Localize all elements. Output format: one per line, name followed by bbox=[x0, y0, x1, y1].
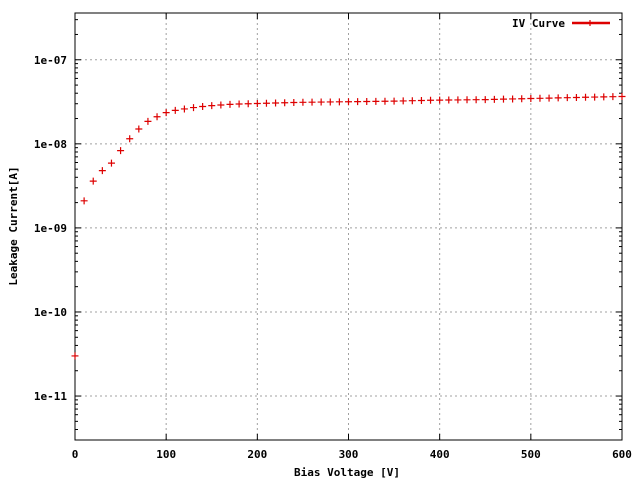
data-point bbox=[71, 352, 79, 360]
data-point bbox=[490, 95, 498, 103]
data-point bbox=[335, 98, 343, 106]
data-point bbox=[399, 97, 407, 105]
x-tick-label: 0 bbox=[72, 448, 79, 461]
data-point bbox=[117, 147, 125, 155]
y-tick-label: 1e-08 bbox=[34, 138, 67, 151]
data-point bbox=[299, 98, 307, 106]
legend-marker-sample bbox=[587, 20, 593, 26]
data-point bbox=[372, 97, 380, 105]
data-point bbox=[107, 159, 115, 167]
tick-labels: 0 100 200 300 400 500 600 1e-11 1e-10 1e-09 1e-08 1… bbox=[34, 54, 632, 461]
data-point bbox=[235, 100, 243, 108]
x-tick-label: 400 bbox=[430, 448, 450, 461]
data-point bbox=[609, 93, 617, 101]
data-point bbox=[262, 99, 270, 107]
data-point bbox=[572, 93, 580, 101]
data-point bbox=[153, 113, 161, 121]
grid bbox=[75, 13, 622, 440]
data-point bbox=[162, 109, 170, 117]
data-point bbox=[554, 94, 562, 102]
data-point bbox=[272, 99, 280, 107]
data-point bbox=[290, 99, 298, 107]
y-tick-label: 1e-07 bbox=[34, 54, 67, 67]
data-point bbox=[135, 125, 143, 133]
x-axis-label: Bias Voltage [V] bbox=[294, 466, 400, 479]
x-tick-label: 500 bbox=[521, 448, 541, 461]
y-tick-label: 1e-10 bbox=[34, 306, 67, 319]
data-point bbox=[171, 106, 179, 114]
y-axis-label: Leakage Current[A] bbox=[7, 166, 20, 285]
data-point bbox=[89, 177, 97, 185]
data-point bbox=[308, 98, 316, 106]
y-tick-label: 1e-09 bbox=[34, 222, 67, 235]
data-point bbox=[472, 96, 480, 104]
axes bbox=[74, 12, 623, 441]
data-point bbox=[180, 105, 188, 113]
data-point bbox=[253, 99, 261, 107]
data-point bbox=[481, 96, 489, 104]
plot-frame bbox=[74, 12, 623, 441]
data-point bbox=[582, 93, 590, 101]
data-point bbox=[417, 96, 425, 104]
data-point bbox=[527, 95, 535, 103]
x-tick-label: 600 bbox=[612, 448, 632, 461]
data-point bbox=[281, 99, 289, 107]
data-point bbox=[199, 103, 207, 111]
data-point bbox=[126, 135, 134, 143]
data-point bbox=[244, 100, 252, 108]
data-point bbox=[591, 93, 599, 101]
data-point bbox=[144, 117, 152, 125]
data-point bbox=[190, 104, 198, 112]
data-point bbox=[563, 94, 571, 102]
data-point bbox=[545, 94, 553, 102]
data-point bbox=[80, 197, 88, 205]
data-point bbox=[354, 98, 362, 106]
x-tick-label: 300 bbox=[339, 448, 359, 461]
data-point bbox=[454, 96, 462, 104]
data-point bbox=[217, 101, 225, 109]
data-point bbox=[618, 92, 626, 100]
data-point bbox=[600, 93, 608, 101]
data-point bbox=[436, 96, 444, 104]
x-tick-label: 200 bbox=[247, 448, 267, 461]
data-point bbox=[381, 97, 389, 105]
legend-label: IV Curve bbox=[512, 17, 565, 30]
data-point bbox=[499, 95, 507, 103]
data-point bbox=[326, 98, 334, 106]
legend: IV Curve bbox=[512, 17, 610, 30]
data-point bbox=[317, 98, 325, 106]
data-point bbox=[226, 100, 234, 108]
data-point bbox=[98, 167, 106, 175]
data-point bbox=[208, 102, 216, 110]
data-point bbox=[445, 96, 453, 104]
data-point bbox=[390, 97, 398, 105]
data-point bbox=[408, 97, 416, 105]
data-point bbox=[509, 95, 517, 103]
data-point bbox=[427, 96, 435, 104]
data-point bbox=[518, 95, 526, 103]
data-point bbox=[536, 94, 544, 102]
data-point bbox=[363, 97, 371, 105]
data-point bbox=[463, 96, 471, 104]
data-point bbox=[345, 98, 352, 106]
y-tick-label: 1e-11 bbox=[34, 390, 67, 403]
x-tick-label: 100 bbox=[156, 448, 176, 461]
data-points bbox=[71, 92, 626, 360]
